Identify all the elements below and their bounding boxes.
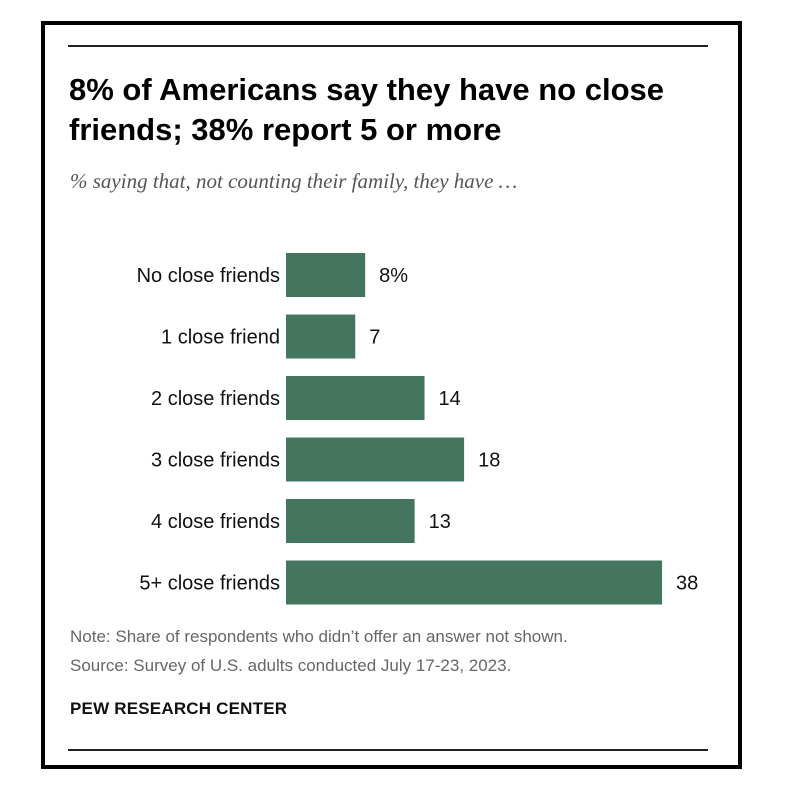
brand-logo-text: PEW RESEARCH CENTER: [70, 699, 288, 718]
chart-subtitle: % saying that, not counting their family…: [70, 169, 518, 193]
chart-source: Source: Survey of U.S. adults conducted …: [70, 656, 512, 675]
value-label: 13: [429, 511, 451, 533]
bar-5: [286, 560, 662, 605]
chart-note: Note: Share of respondents who didn’t of…: [70, 627, 568, 646]
bottom-rule: [68, 749, 708, 751]
value-label: 38: [676, 573, 698, 595]
category-label: 3 close friends: [151, 450, 280, 472]
chart-title: 8% of Americans say they have no close f…: [69, 72, 664, 147]
bar-0: [286, 253, 366, 297]
category-label: No close friends: [137, 265, 280, 287]
category-label: 4 close friends: [151, 511, 280, 533]
top-rule: [68, 45, 708, 47]
bar-4: [286, 499, 415, 543]
value-label: 7: [369, 327, 380, 349]
value-label: 18: [478, 450, 500, 472]
bar-3: [286, 437, 465, 482]
value-label: 8%: [379, 265, 408, 287]
bar-2: [286, 376, 425, 420]
value-label: 14: [439, 388, 461, 410]
bar-1: [286, 314, 356, 359]
category-label: 1 close friend: [161, 327, 280, 349]
category-label: 5+ close friends: [139, 573, 280, 595]
category-label: 2 close friends: [151, 388, 280, 410]
